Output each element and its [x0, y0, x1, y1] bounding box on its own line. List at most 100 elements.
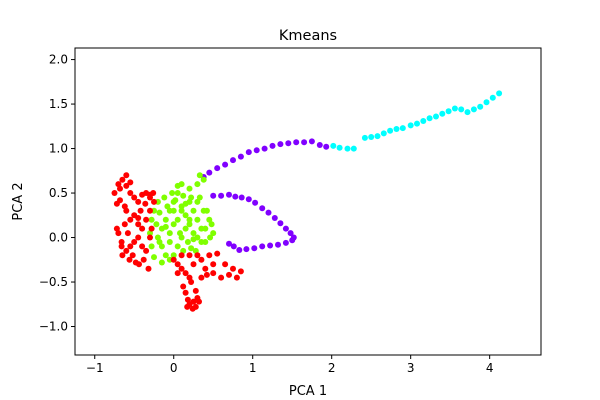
scatter-point: [261, 145, 268, 152]
scatter-point: [180, 192, 187, 199]
scatter-point: [230, 243, 237, 250]
scatter-point: [184, 303, 191, 310]
scatter-point: [192, 303, 199, 310]
scatter-point: [350, 145, 357, 152]
scatter-point: [190, 230, 197, 237]
scatter-point: [265, 209, 272, 216]
y-tick-label: −0.5: [39, 275, 68, 289]
x-axis-label: PCA 1: [289, 384, 327, 399]
scatter-point: [198, 225, 205, 232]
x-tick-label: 4: [486, 361, 494, 375]
scatter-point: [414, 120, 420, 127]
scatter-point: [226, 240, 232, 247]
scatter-point: [182, 212, 189, 219]
scatter-point: [118, 239, 125, 245]
scatter-point: [277, 220, 284, 227]
scatter-point: [464, 109, 471, 116]
scatter-point: [158, 243, 165, 250]
ticks-layer: −1 0 1 2 3 4 −1.0 −0.5 0.0 0.5 1.0 1.5 2.0: [39, 53, 494, 375]
scatter-point: [458, 106, 465, 113]
scatter-point: [267, 242, 274, 249]
scatter-point: [169, 190, 176, 196]
scatter-point: [123, 172, 130, 179]
scatter-point: [170, 221, 177, 228]
scatter-point: [178, 265, 185, 272]
scatter-point: [200, 176, 207, 183]
scatter-point: [156, 209, 163, 216]
scatter-point: [275, 241, 281, 248]
scatter-point: [127, 179, 134, 186]
scatter-point: [174, 190, 181, 196]
scatter-point: [156, 239, 163, 245]
scatter-point: [131, 194, 138, 201]
scatter-point: [147, 234, 153, 241]
scatter-point: [259, 205, 266, 212]
scatter-point: [186, 221, 193, 228]
scatter-point: [483, 99, 490, 106]
scatter-point: [135, 221, 142, 228]
scatter-point: [131, 239, 138, 245]
x-tick-label: −1: [86, 361, 104, 375]
scatter-point: [226, 271, 232, 278]
scatter-point: [161, 194, 168, 201]
scatter-point: [198, 256, 205, 263]
scatter-point: [182, 289, 189, 296]
plot-frame: [74, 47, 542, 356]
scatter-point: [174, 270, 181, 277]
x-tick-label: 1: [249, 361, 257, 375]
scatter-point: [222, 261, 229, 268]
scatter-point: [186, 252, 193, 259]
scatter-point: [470, 106, 477, 113]
scatter-point: [210, 230, 217, 237]
scatter-point: [126, 256, 133, 263]
scatter-point: [336, 144, 343, 151]
scatter-point: [251, 245, 258, 252]
scatter-point: [202, 265, 209, 272]
scatter-point: [145, 265, 152, 272]
scatter-point: [158, 259, 165, 266]
scatter-point: [238, 194, 245, 201]
scatter-point: [148, 216, 155, 223]
scatter-point: [151, 254, 157, 261]
scatter-point: [190, 261, 197, 268]
scatter-point: [330, 142, 337, 149]
scatter-point: [289, 237, 296, 244]
scatter-point: [135, 215, 142, 221]
scatter-point: [182, 270, 189, 277]
scatter-point: [150, 190, 157, 196]
scatter-point: [252, 199, 259, 206]
scatter-point: [237, 153, 244, 160]
scatter-point: [208, 221, 215, 228]
scatter-point: [174, 182, 181, 189]
scatter-point: [172, 197, 179, 204]
scatter-point: [206, 216, 213, 223]
scatter-point: [206, 252, 213, 259]
scatter-point: [135, 198, 142, 205]
scatter-point: [282, 239, 289, 246]
scatter-point: [218, 274, 225, 281]
scatter-point: [287, 230, 294, 237]
scatter-point: [190, 236, 197, 243]
y-axis-label: PCA 2: [11, 182, 26, 220]
scatter-point: [259, 243, 266, 250]
scatter-point: [151, 198, 157, 205]
scatter-point: [178, 252, 185, 259]
scatter-point: [374, 133, 381, 140]
scatter-point: [285, 140, 292, 147]
scatter-point: [380, 130, 387, 137]
x-tick-label: 2: [328, 361, 336, 375]
y-tick-label: 1.0: [49, 142, 68, 156]
scatter-point: [496, 90, 503, 97]
scatter-point: [174, 243, 181, 250]
scatter-point: [344, 145, 351, 152]
scatter-point: [147, 230, 153, 237]
scatter-point: [243, 246, 250, 253]
scatter-point: [214, 250, 221, 257]
scatter-point: [192, 287, 199, 294]
scatter-point: [148, 225, 155, 232]
scatter-point: [127, 243, 134, 250]
scatter-point: [148, 243, 155, 250]
scatter-point: [123, 182, 130, 189]
scatter-point: [177, 230, 183, 237]
scatter-point: [162, 223, 169, 230]
